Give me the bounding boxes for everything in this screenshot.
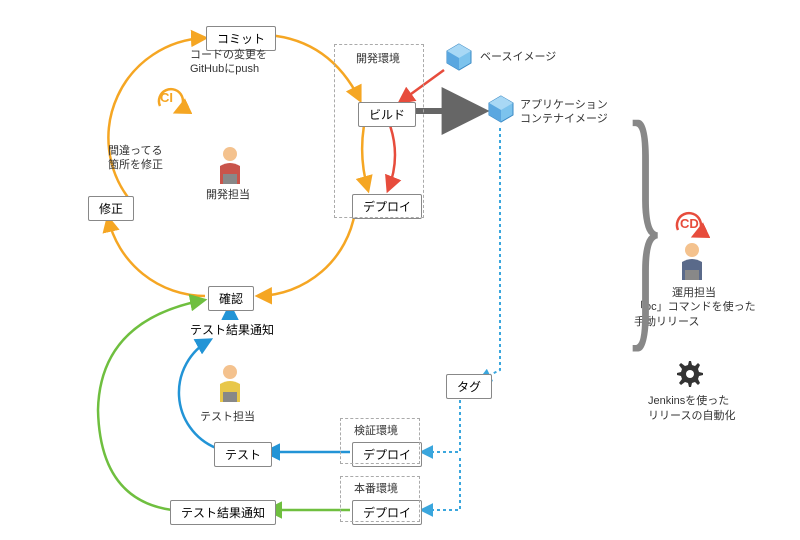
label-ci: CI (160, 90, 173, 105)
label-jenkins: Jenkinsを使ったリリースの自動化 (648, 394, 735, 425)
node-test-notify-2: テスト結果通知 (170, 500, 276, 525)
label-tester: テスト担当 (200, 408, 255, 424)
label-ops: 運用担当 (672, 284, 716, 300)
label-wrongfix: 間違ってる箇所を修正 (108, 144, 163, 173)
node-fix: 修正 (88, 196, 134, 221)
label-base-image: ベースイメージ (480, 48, 556, 64)
node-test-notify-1: テスト結果通知 (180, 318, 284, 341)
person-dev-icon (210, 144, 250, 189)
person-tester-icon (210, 362, 250, 407)
dev-env-box (334, 44, 424, 218)
label-verify-env: 検証環境 (354, 422, 398, 438)
brace-icon: } (625, 58, 665, 381)
cube-base-icon (444, 42, 474, 72)
cube-app-icon (486, 94, 516, 124)
node-test: テスト (214, 442, 272, 467)
label-prod-env: 本番環境 (354, 480, 398, 496)
gear-icon (674, 358, 704, 388)
person-ops-icon (672, 240, 712, 285)
label-push: コードの変更をGitHubにpush (190, 48, 267, 77)
label-dev-env: 開発環境 (356, 50, 400, 66)
node-tag: タグ (446, 374, 492, 399)
label-cd: CD (680, 216, 699, 231)
label-app-image: アプリケーションコンテナイメージ (520, 98, 608, 127)
node-confirm: 確認 (208, 286, 254, 311)
